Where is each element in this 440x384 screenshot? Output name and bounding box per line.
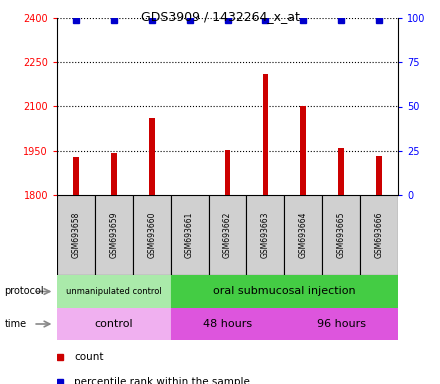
Text: GSM693664: GSM693664: [299, 212, 308, 258]
Bar: [57, 275, 171, 308]
Text: time: time: [4, 319, 26, 329]
Text: 48 hours: 48 hours: [203, 319, 252, 329]
Bar: [284, 195, 322, 275]
Text: GSM693665: GSM693665: [337, 212, 346, 258]
Text: control: control: [95, 319, 133, 329]
Text: GSM693661: GSM693661: [185, 212, 194, 258]
Text: GSM693659: GSM693659: [109, 212, 118, 258]
Text: GSM693662: GSM693662: [223, 212, 232, 258]
Bar: [171, 195, 209, 275]
Bar: [360, 195, 398, 275]
Text: count: count: [74, 353, 103, 362]
Text: oral submucosal injection: oral submucosal injection: [213, 286, 356, 296]
Text: percentile rank within the sample: percentile rank within the sample: [74, 377, 250, 384]
Text: GDS3909 / 1432264_x_at: GDS3909 / 1432264_x_at: [140, 10, 300, 23]
Bar: [322, 195, 360, 275]
Bar: [73, 157, 79, 195]
Text: GSM693666: GSM693666: [374, 212, 384, 258]
Bar: [133, 195, 171, 275]
Text: protocol: protocol: [4, 286, 44, 296]
Bar: [57, 195, 95, 275]
Bar: [338, 148, 344, 195]
Bar: [149, 118, 154, 195]
Bar: [246, 195, 284, 275]
Bar: [209, 195, 246, 275]
Bar: [301, 106, 306, 195]
Text: 96 hours: 96 hours: [317, 319, 366, 329]
Text: GSM693663: GSM693663: [261, 212, 270, 258]
Text: unmanipulated control: unmanipulated control: [66, 287, 162, 296]
Bar: [376, 156, 382, 195]
Bar: [225, 150, 231, 195]
Bar: [111, 153, 117, 195]
Text: GSM693658: GSM693658: [71, 212, 81, 258]
Text: GSM693660: GSM693660: [147, 212, 156, 258]
Bar: [263, 74, 268, 195]
Bar: [171, 308, 284, 340]
Bar: [284, 308, 398, 340]
Bar: [95, 195, 133, 275]
Bar: [57, 308, 171, 340]
Bar: [171, 275, 398, 308]
